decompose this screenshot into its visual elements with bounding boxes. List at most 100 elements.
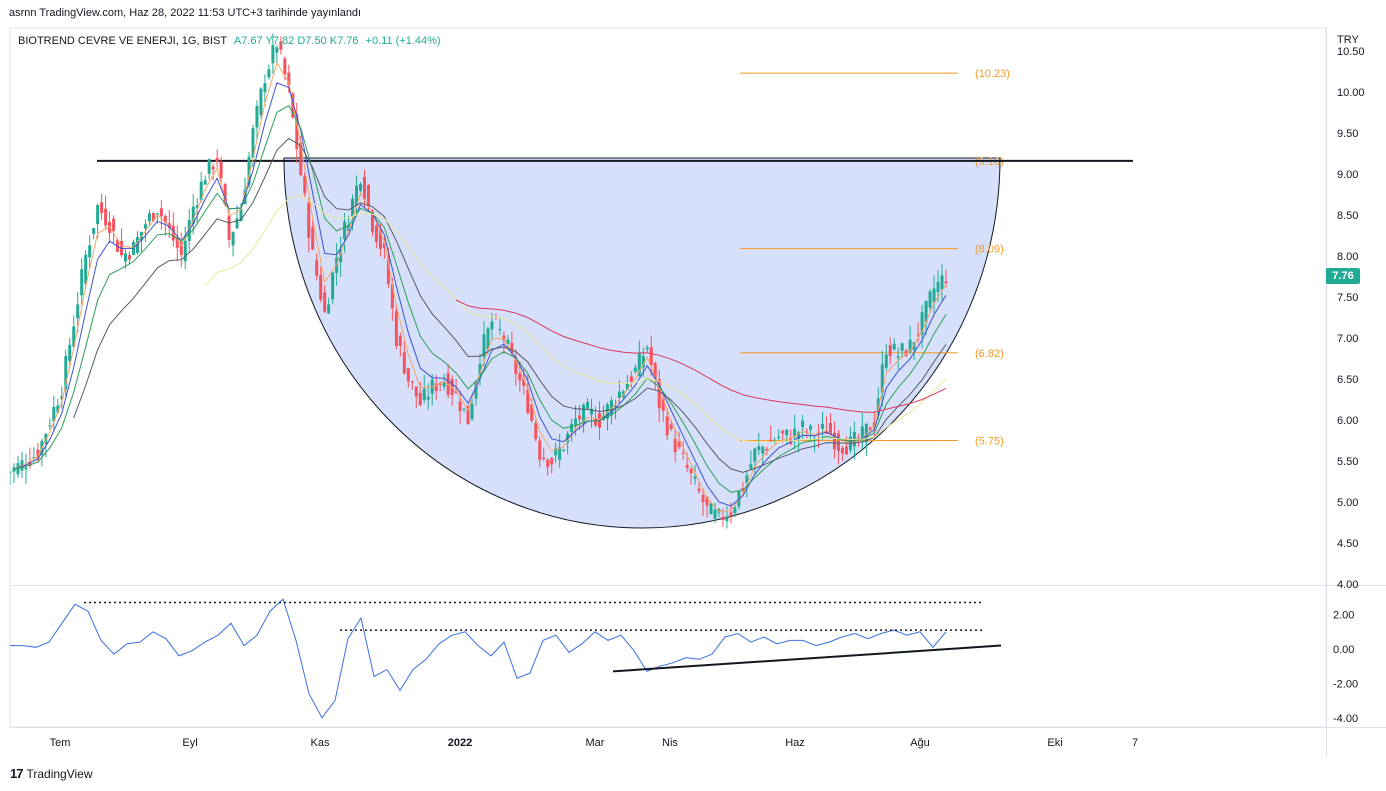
candle-body: [191, 206, 195, 224]
candle-body: [637, 352, 641, 376]
candle-body: [247, 156, 251, 185]
ema-slow-line: [73, 137, 947, 473]
y-tick-label: 4.00: [1337, 579, 1358, 591]
candle-body: [32, 457, 36, 459]
candle-body: [223, 184, 227, 205]
candle-body: [514, 357, 518, 374]
candle-body: [347, 224, 351, 232]
candle-body: [199, 181, 203, 201]
main-pane[interactable]: (10.23)(9.16)(8.09)(6.82)(5.75): [5, 33, 1133, 529]
candle-body: [28, 461, 32, 467]
candle-body: [12, 467, 16, 472]
candle-body: [625, 383, 629, 391]
candle-body: [677, 441, 681, 448]
candle-body: [159, 208, 163, 217]
candle-body: [5, 472, 8, 473]
candle-body: [239, 208, 243, 222]
candle-body: [789, 439, 793, 444]
candle-body: [697, 488, 701, 492]
candle-body: [442, 381, 446, 387]
candle-body: [693, 476, 697, 479]
y-tick-label: 10.00: [1337, 87, 1365, 99]
candle-body: [299, 142, 303, 176]
candle-body: [908, 339, 912, 353]
candle-body: [681, 452, 685, 454]
candle-body: [757, 446, 761, 451]
y-tick-label: 6.50: [1337, 374, 1358, 386]
currency-label[interactable]: TRY: [1337, 34, 1359, 46]
candle-body: [16, 463, 20, 475]
ohlc-values: A7.67 Y7.82 D7.50 K7.76: [233, 35, 359, 47]
candle-body: [56, 405, 60, 413]
candle-body: [227, 215, 231, 240]
candle-body: [836, 433, 840, 451]
candle-body: [323, 292, 327, 312]
candle-body: [629, 376, 633, 382]
candle-body: [805, 431, 809, 433]
candle-body: [721, 516, 725, 520]
candle-body: [578, 415, 582, 420]
symbol-legend: BIOTREND CEVRE VE ENERJI, 1G, BIST A7.67…: [18, 35, 441, 47]
candle-body: [124, 253, 128, 262]
y-tick-label: 4.50: [1337, 538, 1358, 550]
candle-body: [880, 364, 884, 393]
candle-body: [374, 225, 378, 243]
candle-body: [446, 373, 450, 395]
candle-body: [48, 425, 52, 427]
candle-body: [279, 41, 283, 50]
candle-body: [785, 429, 789, 436]
candle-body: [267, 69, 271, 78]
oscillator-pane[interactable]: [10, 598, 1002, 719]
candle-body: [490, 321, 494, 330]
candle-body: [741, 488, 745, 491]
candle-body: [821, 423, 825, 429]
price-change: +0.11 (+1.44%): [365, 35, 441, 47]
candle-body: [394, 310, 398, 347]
candle-body: [526, 389, 530, 413]
candle-body: [147, 213, 151, 222]
candle-body: [797, 432, 801, 439]
candle-body: [100, 202, 104, 214]
candle-body: [195, 205, 199, 209]
candle-body: [378, 230, 382, 249]
osc-trend-line: [612, 644, 1002, 673]
candle-body: [936, 281, 940, 293]
axes: 4.00 4.50 5.00 5.50 6.00 6.50 7.00 7.50 8.00 8.50…: [50, 46, 1365, 749]
candle-body: [685, 464, 689, 468]
candle-body: [574, 418, 578, 426]
candle-body: [422, 388, 426, 400]
fib-level-label: (8.09): [975, 244, 1004, 256]
candle-body: [900, 343, 904, 351]
tradingview-logo-icon: 17: [10, 766, 24, 781]
chart-frame: [9, 27, 1386, 757]
candle-body: [765, 449, 769, 451]
candle-body: [311, 227, 315, 250]
candle-body: [52, 406, 56, 422]
candle-body: [271, 45, 275, 64]
candle-body: [844, 446, 848, 455]
symbol-title[interactable]: BIOTREND CEVRE VE ENERJI, 1G, BIST: [18, 35, 227, 47]
candle-body: [912, 342, 916, 350]
candle-body: [24, 467, 28, 470]
candle-body: [510, 342, 514, 354]
candle-body: [864, 423, 868, 443]
candle-body: [705, 496, 709, 506]
candle-body: [554, 448, 558, 456]
candle-body: [179, 241, 183, 256]
candle-body: [183, 240, 187, 262]
candle-body: [203, 180, 207, 185]
candle-body: [534, 423, 538, 440]
tradingview-branding[interactable]: 17 TradingView: [10, 766, 93, 781]
candle-body: [362, 176, 366, 200]
candle-body: [884, 354, 888, 368]
candle-body: [76, 304, 80, 319]
candle-body: [231, 232, 235, 246]
candle-body: [96, 205, 100, 224]
candle-body: [263, 83, 267, 92]
candle-body: [709, 503, 713, 515]
y-tick-label: 9.50: [1337, 128, 1358, 140]
ema-yellow-line: [204, 195, 947, 443]
ema-mid-line: [13, 82, 947, 507]
candle-body: [462, 408, 466, 410]
